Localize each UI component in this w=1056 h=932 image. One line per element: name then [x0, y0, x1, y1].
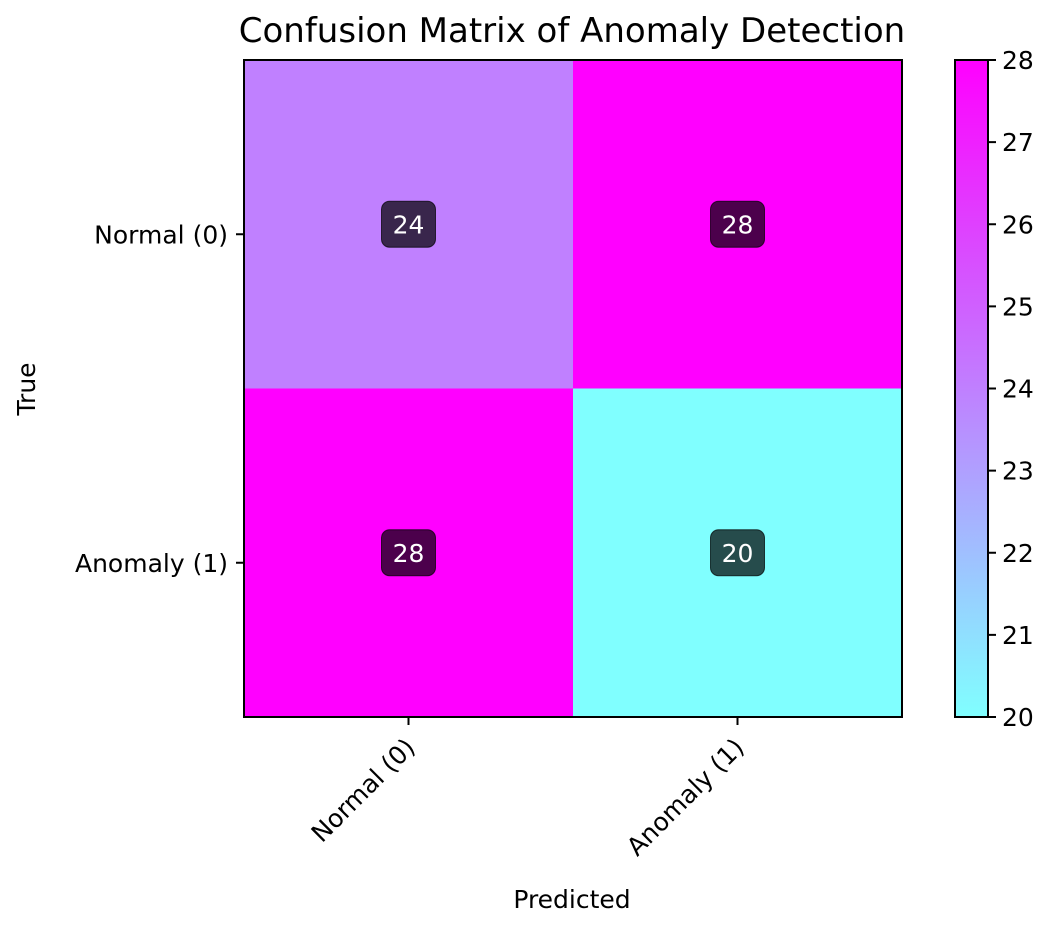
colorbar-tick-label: 27 — [1002, 128, 1034, 157]
x-tick-label: Normal (0) — [306, 733, 421, 848]
heatmap-cells — [244, 60, 903, 718]
x-tick-label: Anomaly (1) — [621, 733, 750, 862]
colorbar-tick-label: 28 — [1002, 46, 1034, 75]
colorbar-tick-label: 26 — [1002, 210, 1034, 239]
cell-value-label: 28 — [722, 210, 754, 239]
y-tick-label: Normal (0) — [94, 220, 228, 249]
colorbar-tick-label: 25 — [1002, 292, 1034, 321]
colorbar-tick-label: 24 — [1002, 375, 1034, 404]
y-axis-label: True — [12, 362, 41, 416]
cell-label-box — [710, 529, 765, 577]
plot-frame — [243, 59, 903, 718]
colorbar-tick-label: 21 — [1002, 621, 1034, 650]
heatmap-cell-labels: 24 28 28 20 — [381, 200, 765, 577]
x-axis-label: Predicted — [513, 885, 630, 914]
cell-value-label: 28 — [393, 539, 425, 568]
colorbar-tick-label: 23 — [1002, 457, 1034, 486]
colorbar — [954, 59, 989, 718]
cell-label-box — [710, 200, 765, 248]
chart-title: Confusion Matrix of Anomaly Detection — [239, 11, 905, 51]
cell-value-label: 20 — [722, 539, 754, 568]
cell-label-box — [381, 200, 436, 248]
colorbar-ticks: 20 21 22 23 24 25 26 27 28 — [988, 46, 1034, 732]
colorbar-tick-label: 20 — [1002, 703, 1034, 732]
colorbar-tick-label: 22 — [1002, 539, 1034, 568]
y-tick-label: Anomaly (1) — [75, 549, 228, 578]
cell-value-label: 24 — [393, 210, 425, 239]
cell-label-box — [381, 529, 436, 577]
x-axis-ticks: Normal (0) Anomaly (1) — [306, 717, 750, 861]
y-axis-ticks: Normal (0) Anomaly (1) — [75, 220, 244, 578]
